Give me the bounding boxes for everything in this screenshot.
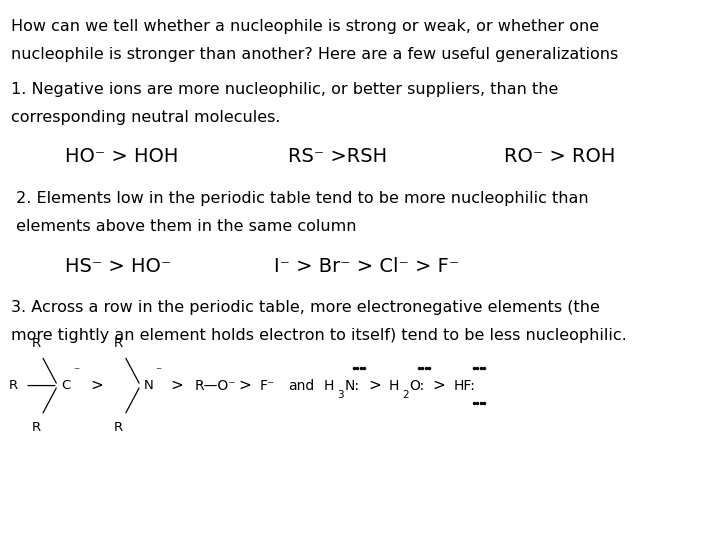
Text: and: and: [288, 379, 314, 393]
Text: 2: 2: [402, 390, 408, 400]
Text: O:: O:: [409, 379, 424, 393]
Text: HO⁻ > HOH: HO⁻ > HOH: [65, 147, 178, 166]
Text: H: H: [324, 379, 334, 393]
Text: ⁻: ⁻: [73, 366, 79, 379]
Text: >: >: [433, 378, 446, 393]
Text: >: >: [368, 378, 381, 393]
Text: R: R: [114, 421, 123, 434]
Text: N: N: [144, 379, 154, 392]
Text: F⁻: F⁻: [259, 379, 274, 393]
Text: elements above them in the same column: elements above them in the same column: [11, 219, 356, 234]
Text: R: R: [32, 338, 40, 350]
Text: RO⁻ > ROH: RO⁻ > ROH: [504, 147, 616, 166]
Text: How can we tell whether a nucleophile is strong or weak, or whether one: How can we tell whether a nucleophile is…: [11, 19, 599, 34]
Text: corresponding neutral molecules.: corresponding neutral molecules.: [11, 110, 280, 125]
Text: R: R: [114, 338, 123, 350]
Text: R—O⁻: R—O⁻: [194, 379, 236, 393]
Text: H: H: [389, 379, 399, 393]
Text: N:: N:: [344, 379, 359, 393]
Text: I⁻ > Br⁻ > Cl⁻ > F⁻: I⁻ > Br⁻ > Cl⁻ > F⁻: [274, 256, 459, 275]
Text: >: >: [170, 378, 183, 393]
Text: 3. Across a row in the periodic table, more electronegative elements (the: 3. Across a row in the periodic table, m…: [11, 300, 600, 315]
Text: C: C: [61, 379, 71, 392]
Text: R: R: [32, 421, 40, 434]
Text: nucleophile is stronger than another? Here are a few useful generalizations: nucleophile is stronger than another? He…: [11, 47, 618, 62]
Text: 1. Negative ions are more nucleophilic, or better suppliers, than the: 1. Negative ions are more nucleophilic, …: [11, 82, 558, 97]
Text: 2. Elements low in the periodic table tend to be more nucleophilic than: 2. Elements low in the periodic table te…: [11, 191, 588, 206]
Text: ⁻: ⁻: [156, 366, 162, 379]
Text: >: >: [238, 378, 251, 393]
Text: 3: 3: [337, 390, 343, 400]
Text: R: R: [9, 379, 18, 392]
Text: >: >: [91, 378, 104, 393]
Text: RS⁻ >RSH: RS⁻ >RSH: [288, 147, 387, 166]
Text: HS⁻ > HO⁻: HS⁻ > HO⁻: [65, 256, 171, 275]
Text: more tightly an element holds electron to itself) tend to be less nucleophilic.: more tightly an element holds electron t…: [11, 328, 626, 343]
Text: HF:: HF:: [454, 379, 475, 393]
